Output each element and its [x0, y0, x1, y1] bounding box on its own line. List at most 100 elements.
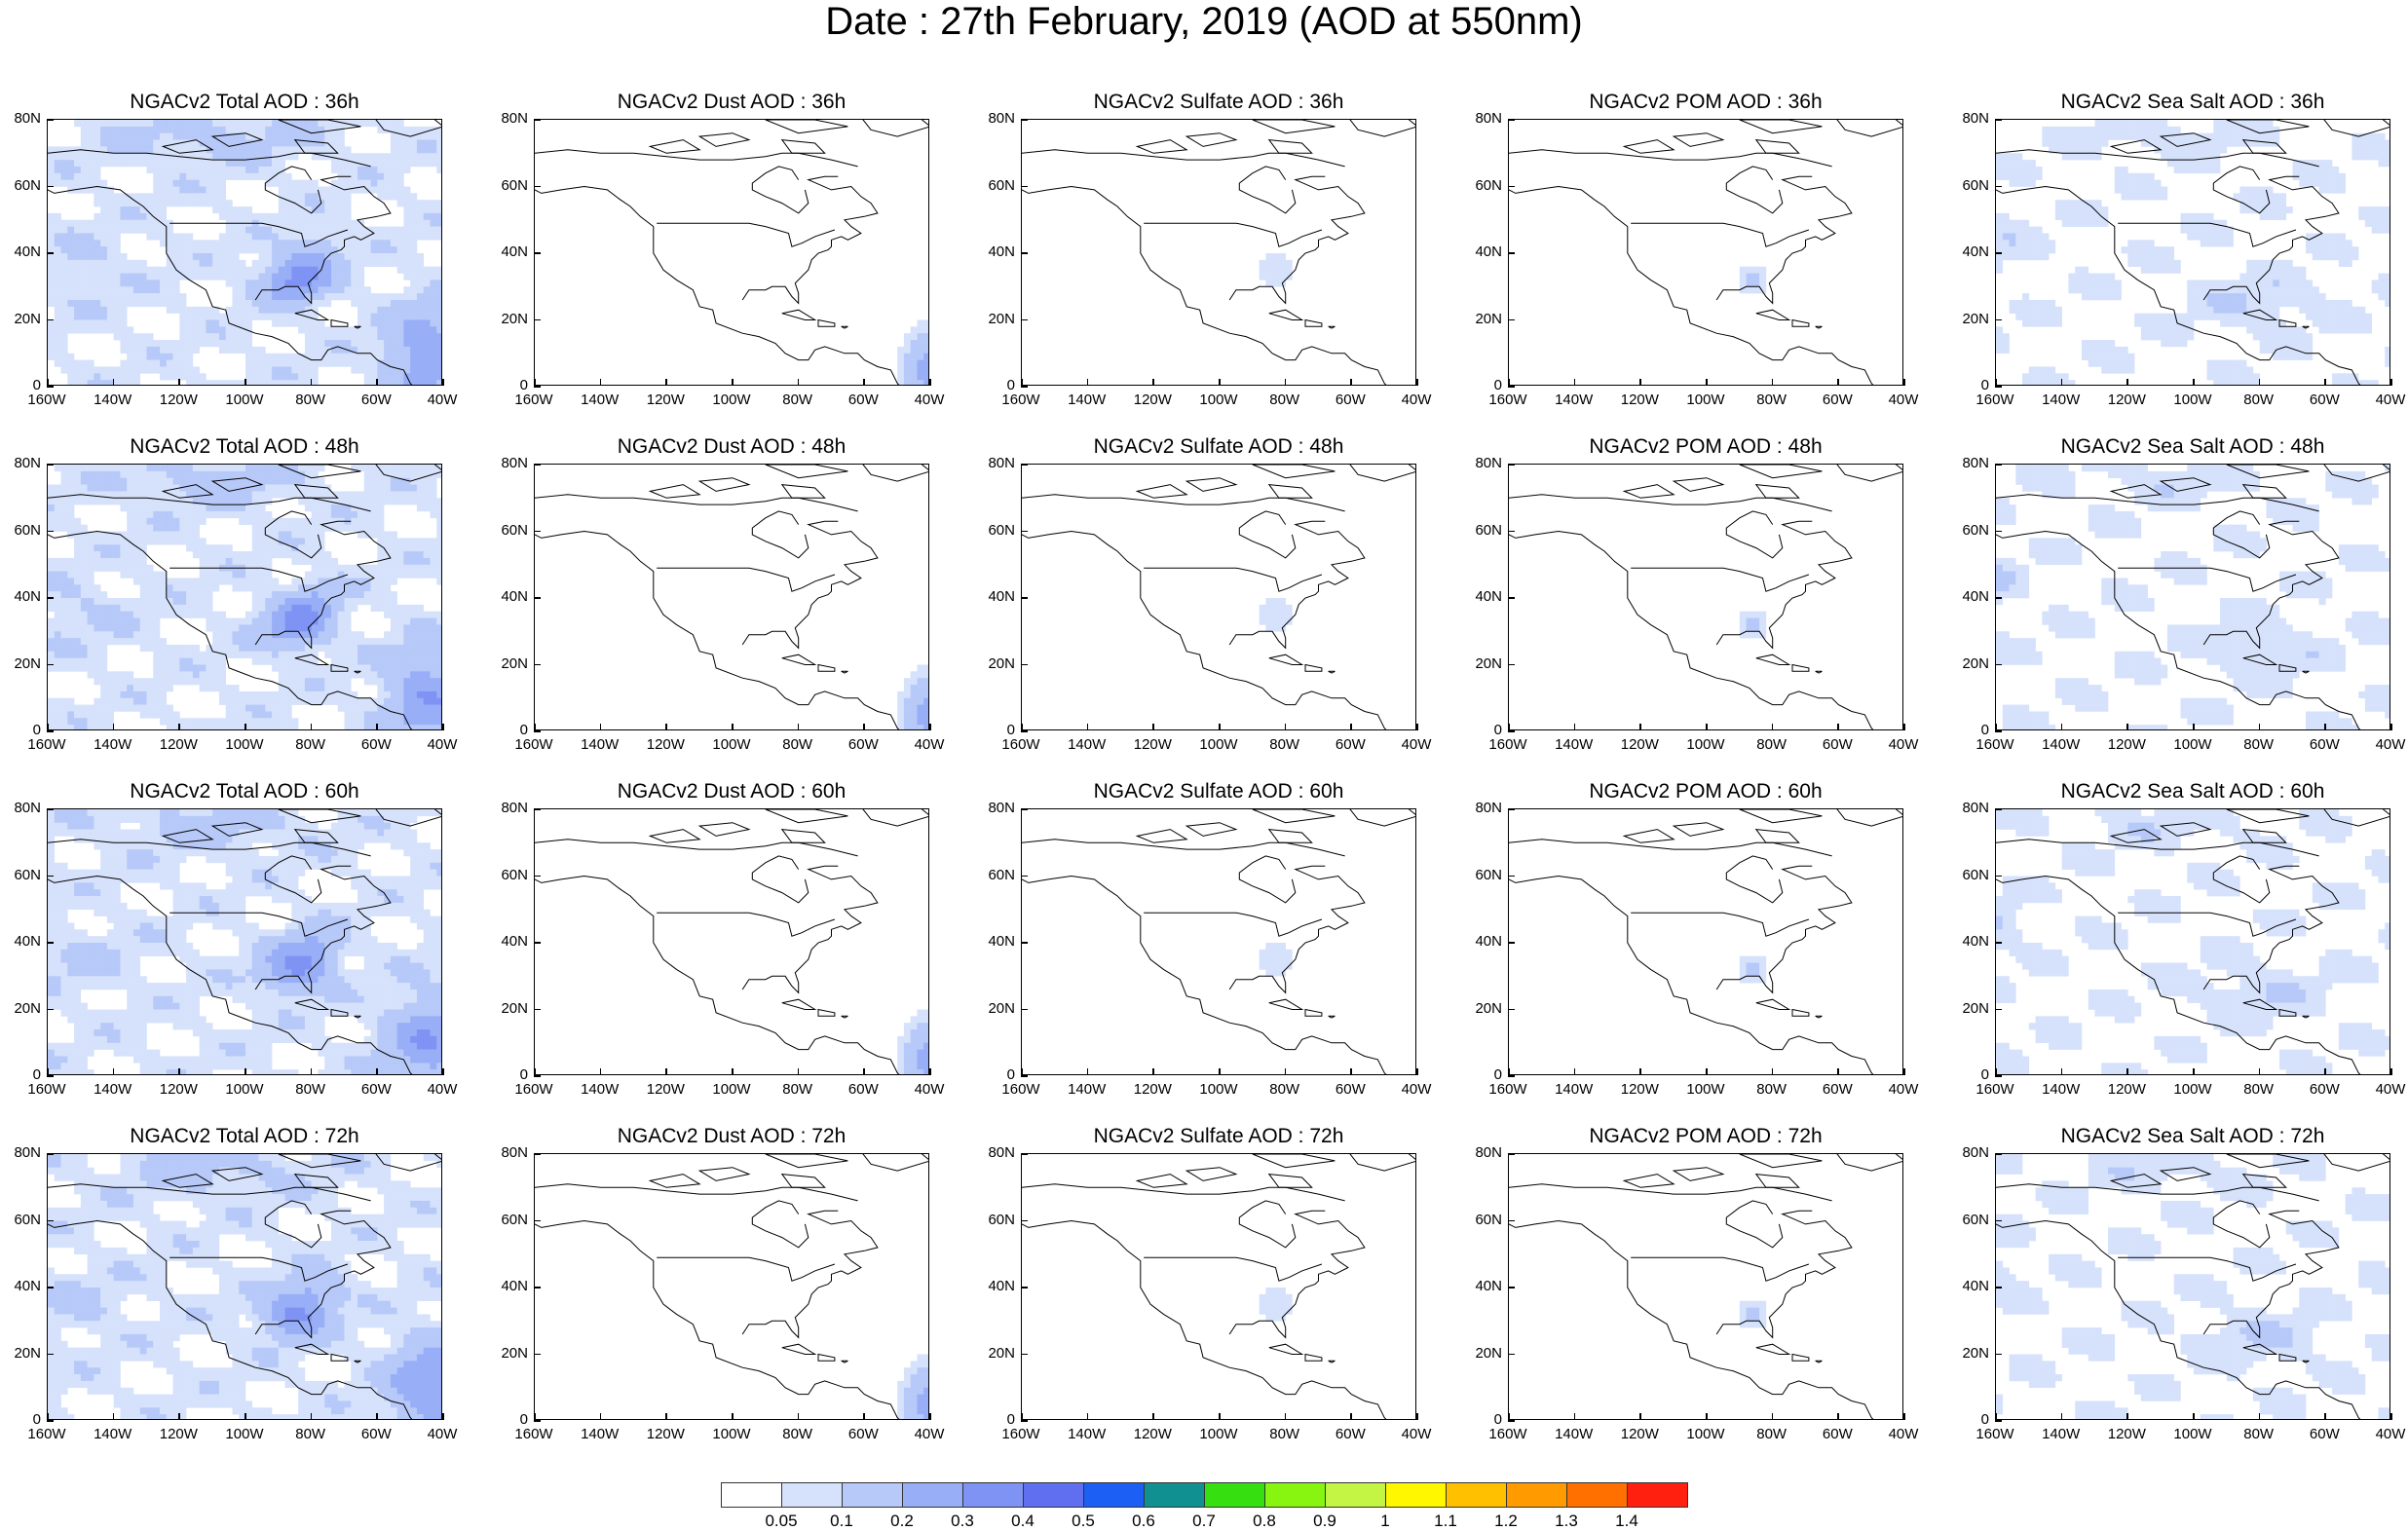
- aod-cell: [318, 206, 325, 214]
- aod-cell: [2049, 373, 2056, 381]
- aod-cell: [2246, 280, 2254, 287]
- aod-cell: [251, 465, 259, 472]
- aod-cell: [199, 551, 207, 559]
- aod-cell: [120, 206, 128, 214]
- aod-cell: [272, 306, 280, 314]
- aod-cell: [416, 557, 424, 566]
- aod-cell: [2206, 313, 2214, 320]
- lon-label: 60W: [360, 392, 392, 408]
- aod-cell: [225, 551, 233, 559]
- aod-cell: [2220, 120, 2228, 128]
- aod-cell: [284, 380, 292, 385]
- aod-cell: [291, 617, 299, 625]
- aod-cell: [272, 531, 280, 539]
- coastline: [741, 175, 879, 305]
- aod-cell: [80, 366, 88, 374]
- aod-cell: [272, 664, 280, 672]
- aod-cell: [160, 571, 168, 579]
- aod-cell: [172, 340, 180, 348]
- aod-cell: [166, 498, 173, 505]
- lat-tick: [1508, 318, 1515, 320]
- aod-cell: [2252, 373, 2260, 381]
- aod-cell: [396, 353, 404, 360]
- aod-cell: [100, 273, 108, 280]
- aod-cell: [87, 253, 94, 261]
- aod-cell: [318, 477, 325, 485]
- aod-cell: [120, 598, 128, 606]
- aod-cell: [48, 286, 56, 294]
- aod-cell: [377, 591, 385, 599]
- aod-cell: [239, 333, 246, 341]
- aod-cell: [291, 491, 299, 499]
- aod-cell: [127, 340, 134, 348]
- aod-cell: [179, 160, 187, 168]
- aod-cell: [370, 326, 378, 334]
- aod-cell: [1272, 273, 1280, 280]
- aod-cell: [166, 598, 173, 606]
- aod-cell: [357, 273, 365, 280]
- coastline: [1509, 149, 1832, 168]
- island-outline: [2278, 318, 2297, 327]
- lon-label: 100W: [225, 736, 264, 753]
- aod-cell: [186, 340, 194, 348]
- aod-cell: [2364, 326, 2372, 334]
- aod-cell: [67, 491, 75, 499]
- aod-cell: [251, 299, 259, 308]
- aod-cell: [179, 306, 187, 314]
- aod-cell: [2299, 280, 2307, 287]
- aod-cell: [67, 644, 75, 653]
- aod-cell: [74, 153, 82, 161]
- aod-cell: [100, 233, 108, 241]
- aod-cell: [344, 359, 352, 367]
- aod-cell: [251, 240, 259, 247]
- aod-cell: [2180, 313, 2188, 320]
- aod-cell: [153, 465, 161, 472]
- aod-cell: [291, 313, 299, 320]
- aod-cell: [251, 259, 259, 267]
- aod-cell: [212, 193, 220, 201]
- aod-cell: [330, 604, 339, 612]
- aod-cell: [265, 644, 273, 653]
- aod-cell: [370, 259, 378, 267]
- aod-cell: [2049, 139, 2056, 147]
- aod-cell: [153, 617, 161, 625]
- aod-cell: [2266, 273, 2274, 280]
- aod-cell: [2127, 132, 2135, 140]
- aod-cell: [239, 280, 246, 287]
- aod-cell: [80, 280, 88, 287]
- aod-cell: [172, 524, 180, 532]
- aod-cell: [2054, 319, 2062, 327]
- aod-cell: [298, 319, 306, 327]
- aod-cell: [370, 704, 378, 712]
- aod-cell: [410, 697, 418, 705]
- aod-cell: [179, 166, 187, 174]
- aod-cell: [311, 259, 319, 267]
- aod-cell: [370, 226, 378, 234]
- aod-cell: [384, 380, 392, 385]
- aod-cell: [337, 233, 345, 241]
- aod-cell: [384, 598, 392, 606]
- aod-cell: [192, 172, 200, 180]
- aod-cell: [278, 153, 285, 161]
- aod-cell: [179, 200, 187, 207]
- aod-cell: [304, 470, 312, 478]
- aod-cell: [218, 678, 226, 686]
- aod-cell: [225, 160, 233, 168]
- aod-cell: [2299, 346, 2307, 355]
- aod-cell: [298, 524, 306, 532]
- aod-cell: [245, 498, 253, 505]
- aod-cell: [2061, 146, 2069, 154]
- aod-cell: [87, 657, 94, 665]
- aod-cell: [2226, 120, 2234, 128]
- lon-label: 100W: [225, 392, 264, 408]
- aod-cell: [430, 611, 437, 618]
- aod-cell: [113, 246, 121, 254]
- aod-cell: [324, 504, 332, 512]
- aod-cell: [278, 591, 285, 599]
- aod-cell: [160, 591, 168, 599]
- lon-label: 140W: [94, 392, 132, 408]
- aod-cell: [199, 571, 207, 579]
- aod-cell: [54, 664, 61, 672]
- aod-cell: [153, 186, 161, 194]
- aod-cell: [232, 132, 240, 140]
